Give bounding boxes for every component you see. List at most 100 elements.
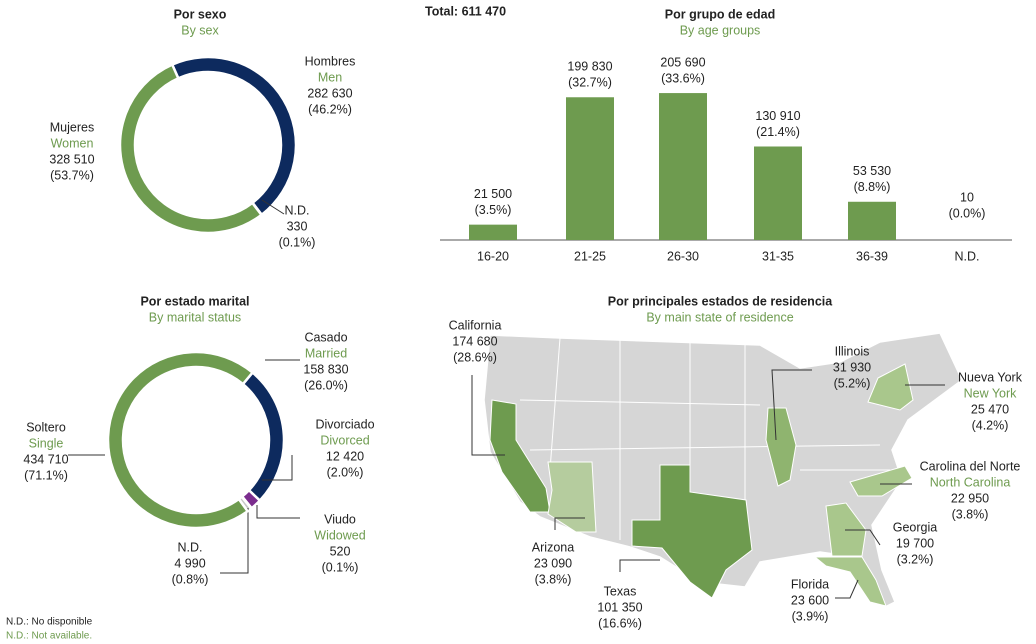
data-label: Hombres bbox=[305, 54, 356, 68]
data-label: Divorced bbox=[320, 433, 369, 447]
value-label: 130 910 bbox=[755, 109, 800, 123]
percent-label: (8.8%) bbox=[854, 180, 891, 194]
annotation: Total: 611 470 bbox=[425, 4, 506, 18]
data-label: 25 470 bbox=[971, 402, 1009, 416]
leader-line bbox=[554, 517, 585, 530]
leader-line bbox=[261, 199, 285, 215]
data-label: 520 bbox=[330, 544, 351, 558]
data-label: 12 420 bbox=[326, 449, 364, 463]
data-label: Carolina del Norte bbox=[920, 459, 1021, 473]
leader-line bbox=[256, 505, 300, 519]
x-tick-label: 31-35 bbox=[762, 249, 794, 263]
leader-line bbox=[845, 529, 881, 546]
state bbox=[765, 407, 797, 487]
data-label: Married bbox=[305, 346, 347, 360]
bar bbox=[754, 146, 802, 240]
value-label: 53 530 bbox=[853, 164, 891, 178]
data-label: 23 600 bbox=[791, 593, 829, 607]
chart-subtitle: By age groups bbox=[680, 23, 761, 37]
state bbox=[867, 363, 914, 411]
data-label: (3.8%) bbox=[952, 507, 989, 521]
data-label: (0.1%) bbox=[279, 235, 316, 249]
value-label: 199 830 bbox=[567, 60, 612, 74]
chart-title: Por estado marital bbox=[140, 294, 249, 308]
x-tick-label: 26-30 bbox=[667, 249, 699, 263]
bar bbox=[848, 201, 896, 240]
state bbox=[547, 461, 597, 533]
x-tick-label: N.D. bbox=[955, 249, 980, 263]
state-border bbox=[519, 399, 761, 406]
leader-line bbox=[835, 579, 859, 599]
data-label: (53.7%) bbox=[50, 168, 94, 182]
data-label: (2.0%) bbox=[327, 465, 364, 479]
data-label: Illinois bbox=[835, 344, 870, 358]
data-label: 328 510 bbox=[49, 152, 94, 166]
data-label: (0.1%) bbox=[322, 560, 359, 574]
data-label: Florida bbox=[791, 577, 829, 591]
data-label: (26.0%) bbox=[304, 378, 348, 392]
data-label: Georgia bbox=[893, 520, 938, 534]
data-label: (28.6%) bbox=[453, 350, 497, 364]
data-label: 101 350 bbox=[597, 600, 642, 614]
data-label: N.D. bbox=[178, 540, 203, 554]
data-label: 434 710 bbox=[23, 452, 68, 466]
donut-slice bbox=[241, 370, 286, 503]
data-label: 158 830 bbox=[303, 362, 348, 376]
chart-subtitle: By sex bbox=[181, 23, 219, 37]
data-label: (46.2%) bbox=[308, 102, 352, 116]
data-label: (16.6%) bbox=[598, 616, 642, 630]
data-label: Nueva York bbox=[958, 370, 1023, 384]
x-tick-label: 36-39 bbox=[856, 249, 888, 263]
data-label: (5.2%) bbox=[834, 376, 871, 390]
value-label: 10 bbox=[960, 190, 974, 204]
percent-label: (21.4%) bbox=[756, 125, 800, 139]
data-label: Soltero bbox=[26, 420, 66, 434]
percent-label: (32.7%) bbox=[568, 76, 612, 90]
state-border bbox=[529, 444, 881, 451]
leader-line bbox=[771, 369, 812, 441]
donut-slice bbox=[118, 62, 264, 235]
data-label: (0.8%) bbox=[172, 572, 209, 586]
bar bbox=[659, 93, 707, 240]
data-label: Single bbox=[29, 436, 64, 450]
data-label: Viudo bbox=[324, 512, 356, 526]
leader-line bbox=[262, 455, 293, 481]
percent-label: (33.6%) bbox=[661, 71, 705, 85]
value-label: 21 500 bbox=[474, 187, 512, 201]
leader-line bbox=[220, 508, 249, 574]
data-label: 22 950 bbox=[951, 491, 989, 505]
data-label: California bbox=[449, 318, 502, 332]
data-label: (4.2%) bbox=[972, 418, 1009, 432]
data-label: Men bbox=[318, 70, 342, 84]
data-label: (3.2%) bbox=[897, 552, 934, 566]
data-label: 23 090 bbox=[534, 556, 572, 570]
data-label: 174 680 bbox=[452, 334, 497, 348]
data-label: N.D. bbox=[285, 203, 310, 217]
data-label: North Carolina bbox=[930, 475, 1011, 489]
chart-title: Por sexo bbox=[174, 7, 227, 21]
leader-line bbox=[619, 559, 660, 572]
donut-slice bbox=[170, 55, 298, 217]
data-label: (3.8%) bbox=[535, 572, 572, 586]
percent-label: (3.5%) bbox=[475, 203, 512, 217]
data-label: Casado bbox=[304, 330, 347, 344]
bar bbox=[566, 97, 614, 240]
note: N.D.: Not available. bbox=[6, 631, 92, 642]
data-label: (3.9%) bbox=[792, 609, 829, 623]
data-label: 330 bbox=[287, 219, 308, 233]
chart-subtitle: By marital status bbox=[149, 310, 241, 324]
data-label: 31 930 bbox=[833, 360, 871, 374]
chart-title: Por grupo de edad bbox=[665, 7, 775, 21]
donut-slice bbox=[106, 350, 255, 530]
chart-subtitle: By main state of residence bbox=[646, 310, 793, 324]
data-label: Widowed bbox=[314, 528, 365, 542]
data-label: Women bbox=[51, 136, 94, 150]
data-label: Divorciado bbox=[315, 417, 374, 431]
value-label: 205 690 bbox=[660, 55, 705, 69]
data-label: Texas bbox=[604, 584, 637, 598]
x-tick-label: 21-25 bbox=[574, 249, 606, 263]
data-label: Mujeres bbox=[50, 120, 94, 134]
chart-title: Por principales estados de residencia bbox=[608, 294, 833, 308]
state bbox=[849, 465, 913, 497]
